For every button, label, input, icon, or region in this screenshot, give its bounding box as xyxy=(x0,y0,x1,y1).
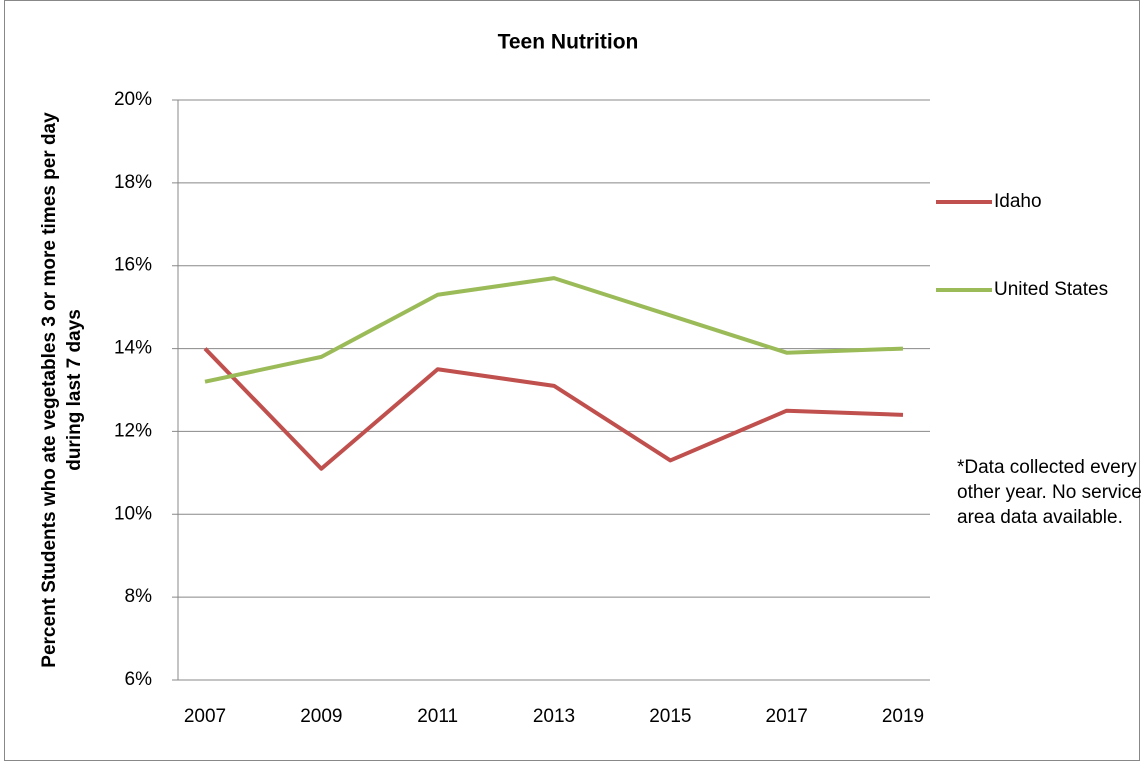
y-tick-label: 16% xyxy=(114,255,152,276)
x-tick-label: 2009 xyxy=(300,706,342,727)
x-tick-label: 2011 xyxy=(417,706,458,727)
x-tick-label: 2015 xyxy=(649,706,691,727)
y-axis-label: Percent Students who ate vegetables 3 or… xyxy=(37,90,87,690)
y-tick-label: 6% xyxy=(125,669,153,690)
y-axis-label-text: Percent Students who ate vegetables 3 or… xyxy=(39,112,85,668)
y-tick-label: 20% xyxy=(114,89,152,110)
y-tick-label: 12% xyxy=(114,420,152,441)
legend-label: United States xyxy=(994,279,1108,300)
x-tick-label: 2013 xyxy=(533,706,575,727)
y-tick-label: 14% xyxy=(114,338,152,359)
annotation: *Data collected every other year. No ser… xyxy=(957,457,1142,528)
y-tick-label: 18% xyxy=(114,172,152,193)
y-tick-label: 8% xyxy=(125,586,153,607)
x-tick-label: 2017 xyxy=(766,706,808,727)
x-tick-label: 2007 xyxy=(184,706,226,727)
x-tick-label: 2019 xyxy=(882,706,924,727)
legend-label: Idaho xyxy=(994,191,1042,212)
series-line xyxy=(204,276,904,384)
chart-title: Teen Nutrition xyxy=(498,31,639,54)
chart-frame xyxy=(4,0,1140,761)
y-tick-label: 10% xyxy=(114,503,152,524)
series-line xyxy=(203,347,904,471)
